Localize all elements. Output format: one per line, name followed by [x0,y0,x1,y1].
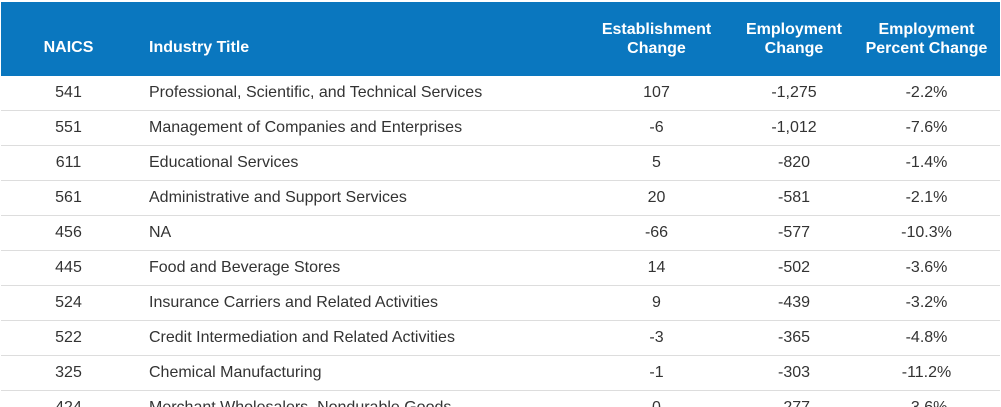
header-employment-change-line1: Employment [745,21,842,38]
header-establishment-change-line1: Establishment [601,21,712,38]
cell-naics: 325 [1,355,136,391]
table-row: 325 Chemical Manufacturing -1 -303 -11.2… [1,355,1000,391]
header-naics-label: NAICS [43,38,94,56]
cell-establishment-change: 5 [578,145,735,181]
cell-naics: 424 [1,390,136,407]
header-employment-change-line2: Change [764,40,824,57]
table-body: 541 Professional, Scientific, and Techni… [1,76,1000,407]
cell-establishment-change: -6 [578,110,735,146]
cell-employment-change: -277 [735,390,853,407]
cell-employment-percent-change: -10.3% [853,215,1000,251]
cell-employment-percent-change: -3.6% [853,250,1000,286]
header-industry-title-label: Industry Title [149,38,250,56]
cell-naics: 524 [1,285,136,321]
cell-industry-title: Management of Companies and Enterprises [136,110,578,146]
table-row: 541 Professional, Scientific, and Techni… [1,76,1000,111]
table-row: 424 Merchant Wholesalers, Nondurable Goo… [1,390,1000,407]
cell-employment-change: -1,012 [735,110,853,146]
header-naics[interactable]: NAICS [1,2,136,76]
cell-industry-title: Food and Beverage Stores [136,250,578,286]
cell-industry-title: Credit Intermediation and Related Activi… [136,320,578,356]
cell-employment-percent-change: -11.2% [853,355,1000,391]
header-employment-percent-change-line1: Employment [878,21,975,38]
cell-establishment-change: -1 [578,355,735,391]
table-header: NAICS Industry Title Establishment Chang… [1,2,1000,76]
cell-employment-change: -820 [735,145,853,181]
cell-establishment-change: -66 [578,215,735,251]
cell-naics: 456 [1,215,136,251]
cell-industry-title: Administrative and Support Services [136,180,578,216]
cell-employment-percent-change: -1.4% [853,145,1000,181]
cell-industry-title: Chemical Manufacturing [136,355,578,391]
cell-establishment-change: 0 [578,390,735,407]
cell-naics: 551 [1,110,136,146]
table-row: 445 Food and Beverage Stores 14 -502 -3.… [1,250,1000,286]
cell-establishment-change: 9 [578,285,735,321]
cell-employment-percent-change: -4.8% [853,320,1000,356]
cell-naics: 541 [1,76,136,111]
cell-employment-percent-change: -3.2% [853,285,1000,321]
header-row: NAICS Industry Title Establishment Chang… [1,2,1000,76]
header-employment-percent-change[interactable]: Employment Percent Change [853,2,1000,76]
cell-employment-percent-change: -3.6% [853,390,1000,407]
cell-industry-title: Educational Services [136,145,578,181]
table-row: 524 Insurance Carriers and Related Activ… [1,285,1000,321]
cell-employment-change: -439 [735,285,853,321]
header-establishment-change[interactable]: Establishment Change [578,2,735,76]
table-row: 551 Management of Companies and Enterpri… [1,110,1000,146]
cell-establishment-change: -3 [578,320,735,356]
cell-industry-title: Insurance Carriers and Related Activitie… [136,285,578,321]
table-row: 611 Educational Services 5 -820 -1.4% [1,145,1000,181]
table-row: 561 Administrative and Support Services … [1,180,1000,216]
cell-industry-title: Professional, Scientific, and Technical … [136,76,578,111]
cell-establishment-change: 20 [578,180,735,216]
cell-establishment-change: 107 [578,76,735,111]
header-establishment-change-line2: Change [627,40,686,57]
cell-employment-change: -502 [735,250,853,286]
cell-employment-change: -365 [735,320,853,356]
cell-establishment-change: 14 [578,250,735,286]
header-employment-percent-change-line2: Percent Change [865,40,988,57]
header-employment-change[interactable]: Employment Change [735,2,853,76]
cell-naics: 445 [1,250,136,286]
cell-employment-percent-change: -2.2% [853,76,1000,111]
table-row: 522 Credit Intermediation and Related Ac… [1,320,1000,356]
header-industry-title[interactable]: Industry Title [136,2,578,76]
cell-employment-change: -1,275 [735,76,853,111]
cell-employment-change: -303 [735,355,853,391]
cell-industry-title: Merchant Wholesalers, Nondurable Goods [136,390,578,407]
cell-employment-change: -581 [735,180,853,216]
cell-naics: 611 [1,145,136,181]
cell-employment-change: -577 [735,215,853,251]
cell-employment-percent-change: -2.1% [853,180,1000,216]
cell-naics: 522 [1,320,136,356]
cell-industry-title: NA [136,215,578,251]
cell-employment-percent-change: -7.6% [853,110,1000,146]
cell-naics: 561 [1,180,136,216]
table-row: 456 NA -66 -577 -10.3% [1,215,1000,251]
